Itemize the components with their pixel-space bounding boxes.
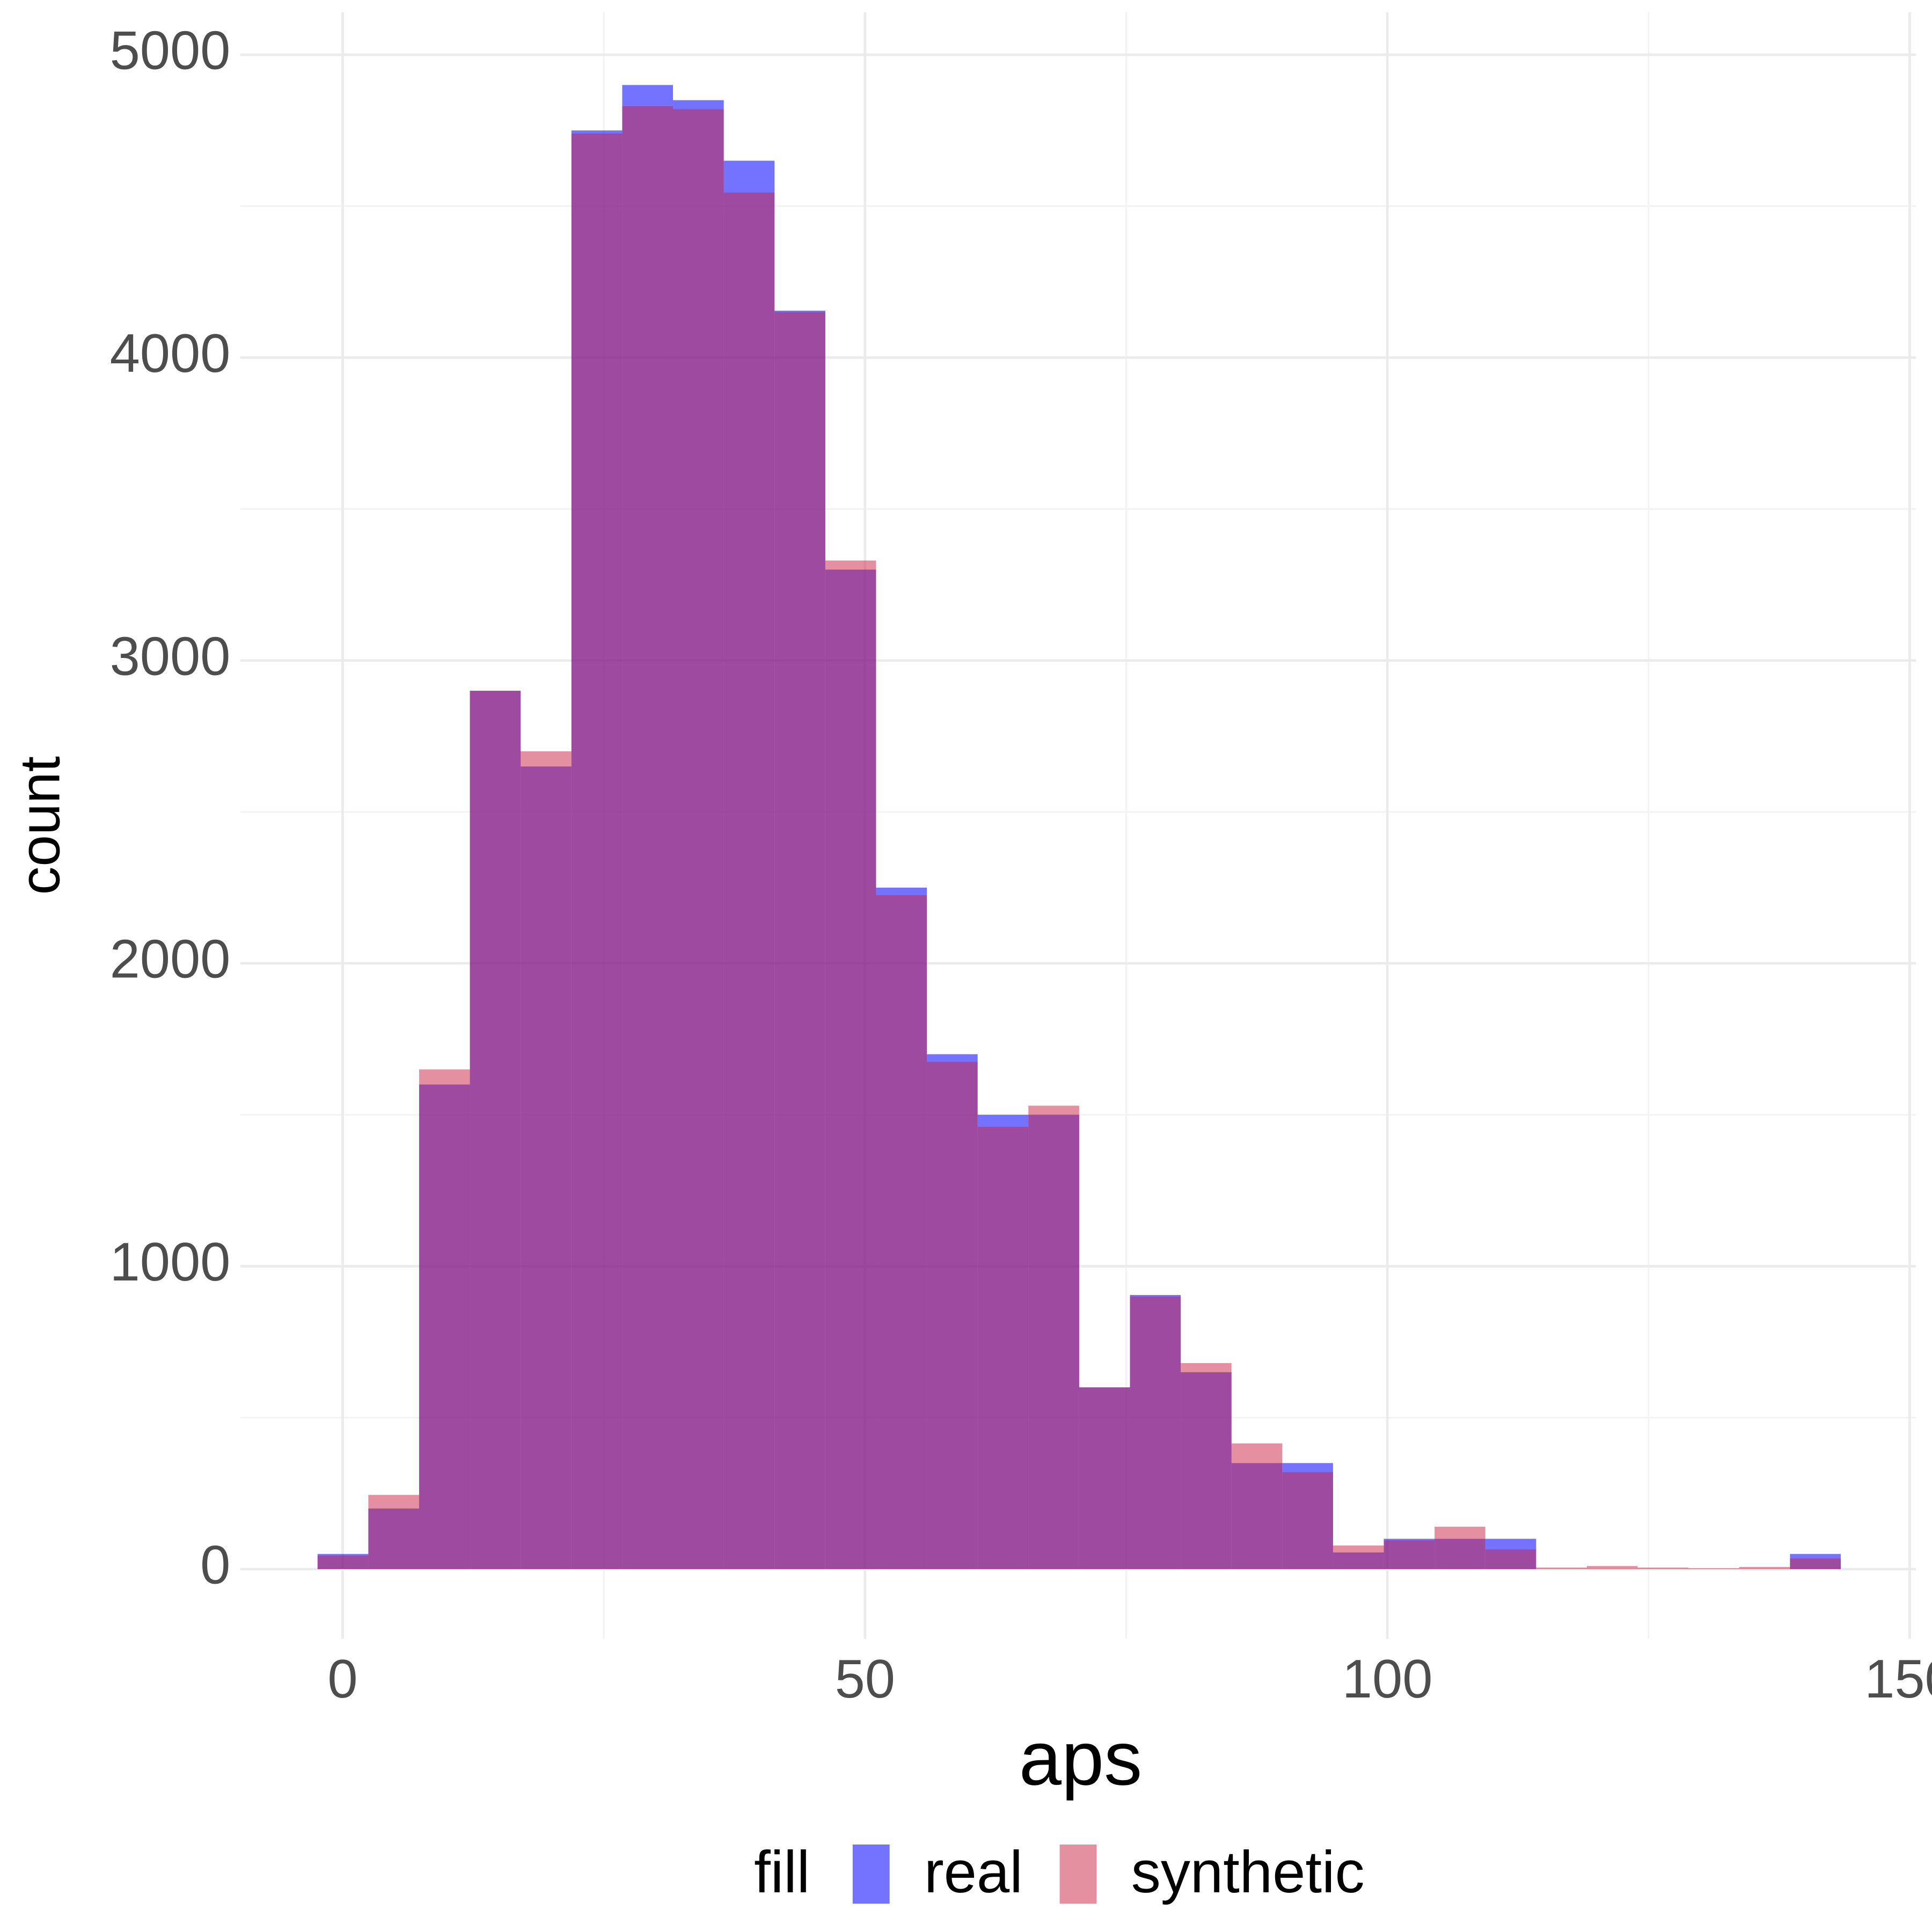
legend-key — [852, 1844, 890, 1904]
bar — [470, 691, 521, 1569]
bar — [1435, 1526, 1485, 1569]
bar — [368, 1495, 419, 1569]
bar — [1333, 1545, 1384, 1569]
bar — [1028, 1106, 1079, 1569]
x-axis-title: aps — [1019, 1716, 1142, 1801]
x-tick-label: 0 — [327, 1649, 357, 1709]
bar — [1790, 1558, 1841, 1569]
y-tick-label: 0 — [200, 1535, 230, 1595]
bar — [774, 312, 825, 1569]
x-tick-label: 50 — [835, 1649, 895, 1709]
bar — [1688, 1568, 1739, 1569]
y-tick-label: 2000 — [110, 930, 231, 990]
y-tick-label: 3000 — [110, 626, 231, 686]
legend-title: fill — [754, 1839, 810, 1905]
bar — [1536, 1567, 1587, 1569]
bar — [1181, 1363, 1232, 1569]
bar — [1079, 1387, 1130, 1569]
y-tick-label: 5000 — [110, 21, 231, 81]
bar — [571, 133, 623, 1569]
legend: real synthetic — [852, 1839, 1365, 1905]
bar — [521, 751, 572, 1569]
bar — [1637, 1567, 1689, 1569]
bar — [825, 560, 876, 1569]
bar — [1739, 1567, 1790, 1569]
bar — [876, 895, 927, 1569]
legend-key — [1059, 1844, 1097, 1904]
x-tick-label: 100 — [1342, 1649, 1433, 1709]
bar — [977, 1126, 1029, 1569]
bar — [1384, 1540, 1435, 1569]
bar — [419, 1069, 470, 1569]
legend-label: real — [924, 1839, 1023, 1905]
legend-label: synthetic — [1131, 1839, 1365, 1905]
bar — [723, 192, 775, 1569]
bar — [317, 1555, 369, 1569]
bar — [1282, 1472, 1333, 1569]
bar — [1130, 1296, 1181, 1569]
bar — [927, 1062, 978, 1569]
bar — [1231, 1443, 1283, 1569]
y-tick-label: 4000 — [110, 324, 231, 384]
bar — [673, 109, 724, 1569]
y-tick-label: 1000 — [110, 1232, 231, 1292]
bar — [1586, 1566, 1638, 1569]
y-axis-title: count — [9, 756, 72, 895]
x-tick-label: 150 — [1864, 1649, 1932, 1709]
bar — [1485, 1549, 1536, 1569]
bars — [317, 85, 1841, 1569]
bar — [622, 106, 674, 1569]
